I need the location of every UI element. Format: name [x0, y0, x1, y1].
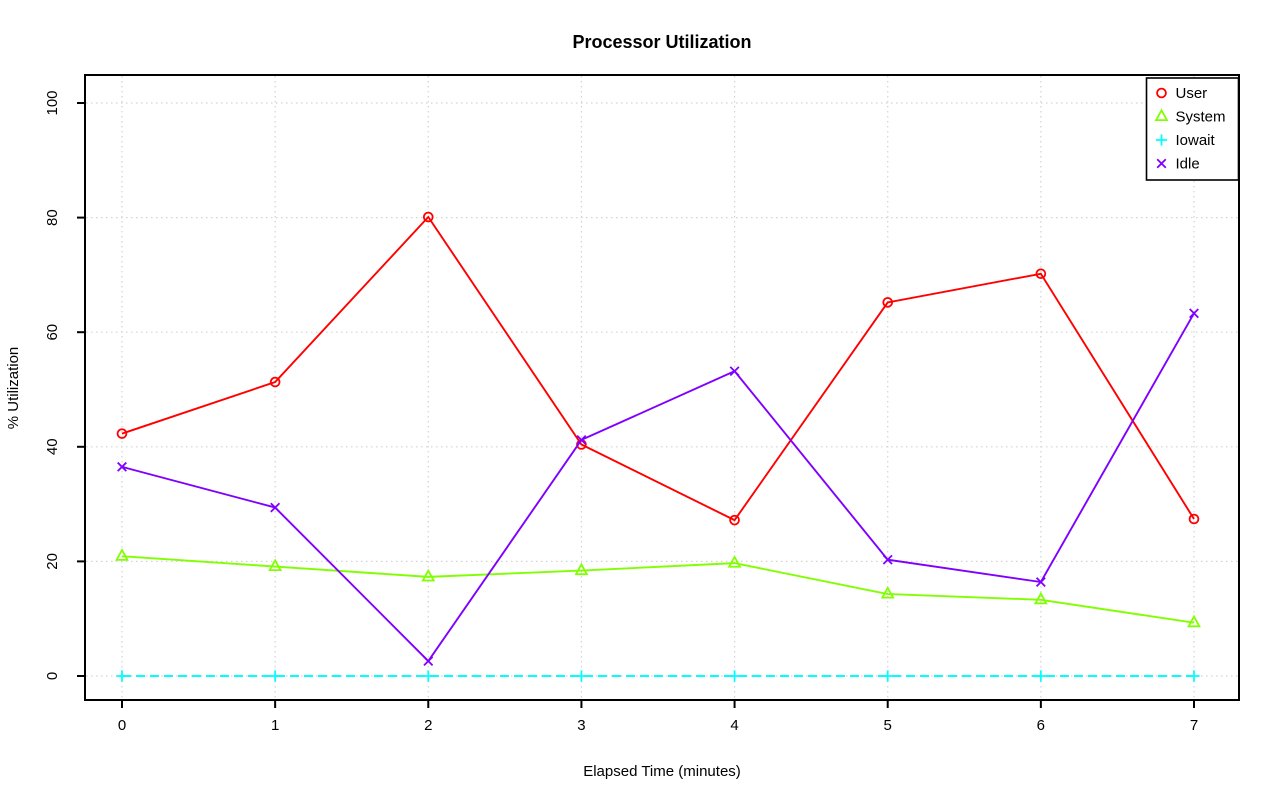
data-point-circle [729, 514, 740, 526]
data-point-x [1189, 308, 1199, 319]
series-iowait [116, 670, 1200, 682]
y-tick-label: 80 [44, 209, 61, 226]
data-point-circle [1156, 87, 1167, 99]
y-tick-label: 20 [44, 553, 61, 570]
data-point-plus [1155, 134, 1168, 146]
legend-item-system: System [1154, 108, 1226, 126]
x-tick-label: 1 [271, 717, 279, 734]
data-point-plus [575, 670, 588, 682]
data-point-x [1156, 158, 1167, 169]
x-tick-label: 0 [118, 717, 126, 734]
x-tick-label: 4 [730, 717, 738, 734]
data-point-plus [422, 670, 434, 682]
plot-border [84, 74, 1240, 701]
data-point-triangle [1187, 614, 1201, 628]
data-point-x [1035, 577, 1046, 587]
legend-item-user: User [1156, 85, 1208, 102]
data-point-x [729, 366, 740, 377]
data-point-x [882, 554, 893, 565]
data-point-x [576, 434, 587, 445]
data-point-triangle [421, 568, 436, 582]
y-tick-label: 0 [44, 672, 61, 680]
data-point-triangle [1154, 108, 1169, 121]
chart-title: Processor Utilization [572, 32, 751, 52]
data-point-plus [1188, 670, 1200, 682]
data-point-triangle [115, 548, 129, 561]
data-point-circle [1035, 268, 1047, 280]
data-point-circle [422, 211, 434, 223]
data-point-plus [269, 670, 281, 682]
data-point-circle [116, 428, 128, 439]
series-idle [117, 308, 1199, 667]
data-point-x [423, 656, 434, 667]
series-system [115, 548, 1201, 628]
data-point-triangle [727, 555, 742, 568]
x-tick-label: 7 [1190, 717, 1198, 734]
data-point-circle [882, 297, 894, 308]
data-point-triangle [1033, 591, 1048, 605]
y-tick-label: 60 [44, 324, 61, 341]
data-point-plus [116, 670, 128, 682]
data-point-x [117, 461, 127, 472]
legend: User System Iowait Idle [1145, 77, 1240, 181]
data-point-x [270, 502, 281, 513]
x-axis-title: Elapsed Time (minutes) [583, 763, 741, 780]
x-tick-label: 5 [884, 717, 892, 734]
legend-label: User [1176, 85, 1208, 102]
data-point-plus [1035, 670, 1047, 682]
data-point-plus [882, 670, 894, 682]
legend-label: System [1176, 109, 1226, 126]
legend-item-idle: Idle [1156, 156, 1200, 173]
series-user [116, 211, 1200, 526]
data-point-circle [1188, 513, 1200, 525]
data-point-triangle [268, 558, 283, 572]
data-point-triangle [880, 585, 895, 599]
x-tick-label: 6 [1037, 717, 1045, 734]
data-point-circle [269, 376, 281, 388]
y-tick-label: 40 [44, 438, 61, 455]
x-tick-label: 3 [577, 717, 585, 734]
y-tick-label: 100 [44, 90, 61, 115]
data-point-triangle [574, 562, 589, 576]
y-axis-title: % Utilization [5, 347, 22, 430]
legend-label: Iowait [1176, 132, 1216, 149]
x-tick-label: 2 [424, 717, 432, 734]
data-point-plus [728, 670, 741, 682]
axes: 0 1 2 3 4 5 6 7 0 20 40 60 80 100 [44, 74, 1240, 734]
legend-label: Idle [1176, 156, 1200, 173]
data-series [115, 211, 1201, 682]
legend-item-iowait: Iowait [1155, 132, 1216, 149]
